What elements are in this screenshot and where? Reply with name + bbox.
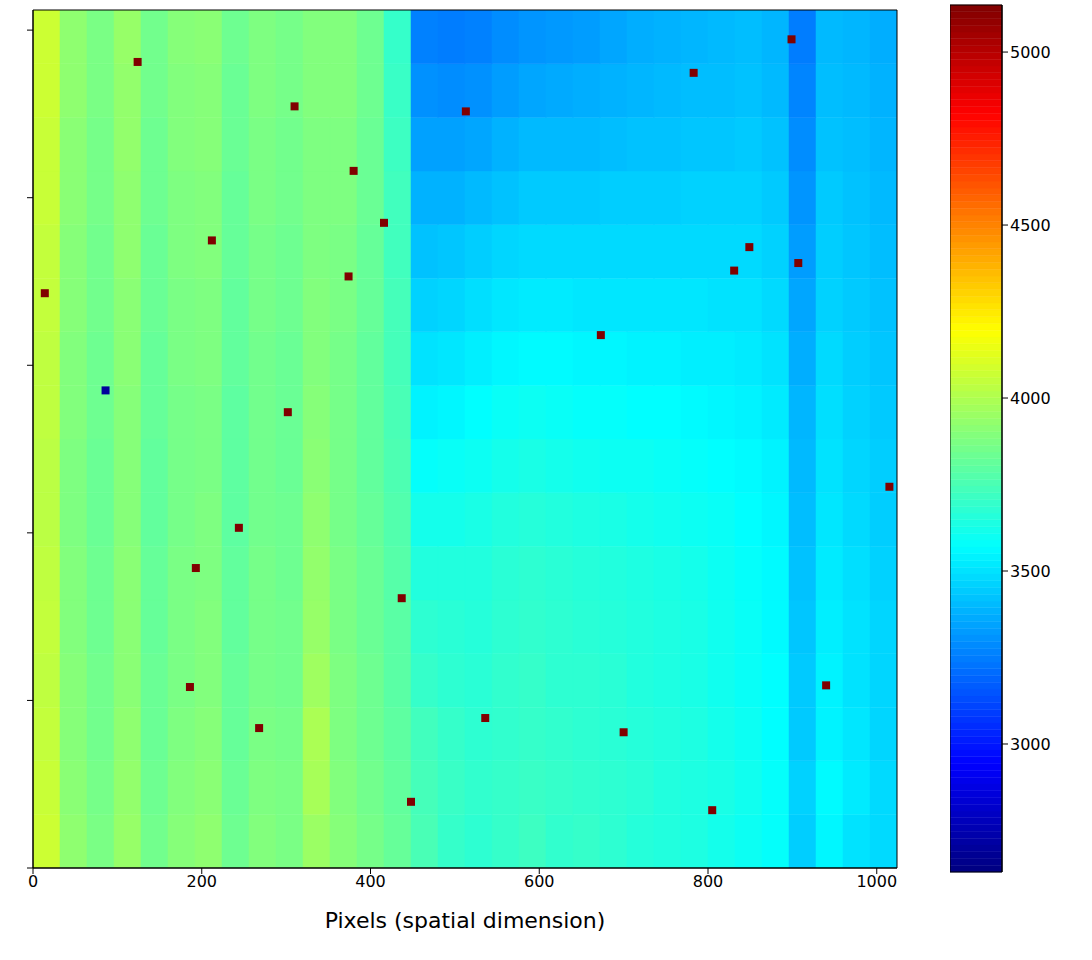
svg-text:200: 200 bbox=[186, 872, 217, 891]
svg-text:3000: 3000 bbox=[1010, 735, 1051, 754]
svg-text:800: 800 bbox=[693, 872, 724, 891]
svg-text:0: 0 bbox=[28, 872, 38, 891]
svg-text:Pixels (spatial dimension): Pixels (spatial dimension) bbox=[325, 908, 606, 933]
svg-text:600: 600 bbox=[524, 872, 555, 891]
svg-text:1000: 1000 bbox=[856, 872, 897, 891]
svg-text:4500: 4500 bbox=[1010, 216, 1051, 235]
svg-text:3500: 3500 bbox=[1010, 562, 1051, 581]
svg-text:400: 400 bbox=[355, 872, 386, 891]
svg-text:5000: 5000 bbox=[1010, 43, 1051, 62]
svg-text:4000: 4000 bbox=[1010, 389, 1051, 408]
